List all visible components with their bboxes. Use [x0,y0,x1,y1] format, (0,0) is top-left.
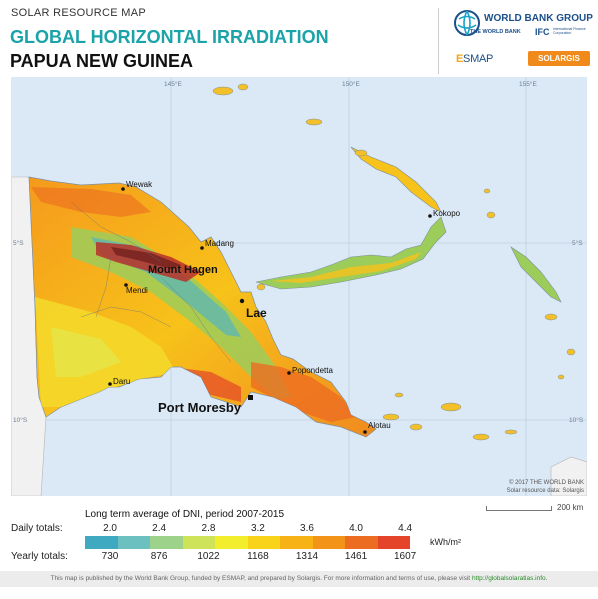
color-swatch [247,536,280,549]
daily-tick: 4.4 [398,523,413,534]
city-label-kokopo: Kokopo [433,209,461,218]
map-title: GLOBAL HORIZONTAL IRRADIATION [10,27,329,47]
city-label-mendi: Mendi [126,286,148,295]
yearly-tick: 1461 [344,551,368,562]
ifc-logo-subtitle: International Finance Corporation [553,27,586,35]
city-markers [108,187,432,434]
lat-label-10s-left: 10°S [13,416,28,424]
copyright-credit: © 2017 THE WORLD BANK [509,480,584,486]
city-label-port-moresby: Port Moresby [158,400,242,415]
daily-tick: 3.6 [300,523,314,534]
footer-text: This map is published by the World Bank … [50,575,471,582]
city-marker-port-moresby [248,395,253,400]
yearly-tick: 1607 [394,551,417,562]
bougainville-island [510,246,562,303]
daily-tick: 2.0 [103,523,117,534]
city-label-mount-hagen: Mount Hagen [148,264,218,276]
solargis-logo: SOLARGIS [528,51,590,66]
daily-tick: 4.0 [349,523,363,534]
country-name: PAPUA NEW GUINEA [10,51,194,71]
city-label-wewak: Wewak [126,180,153,189]
daily-totals-label: Daily totals: [11,523,63,534]
solar-map: 145°E 150°E 155°E 5°S 5°S 10°S 10°S Wewa… [11,77,587,496]
color-swatch [182,536,215,549]
map-kicker: SOLAR RESOURCE MAP [11,7,146,19]
city-marker-alotau [363,430,367,434]
small-islands [212,83,576,441]
footer: This map is published by the World Bank … [0,571,598,587]
city-marker-wewak [121,187,125,191]
logo-divider [438,8,439,74]
world-bank-logo: THE WORLD BANK [470,29,521,35]
color-swatch [215,536,248,549]
australia-land [550,456,587,496]
yearly-tick: 1168 [247,551,269,562]
daily-tick: 2.4 [152,523,167,534]
color-swatch [280,536,313,549]
color-swatch [150,536,183,549]
legend-unit: kWh/m² [430,537,461,547]
atlas-link[interactable]: http://globalsolaratlas.info [471,575,546,582]
province-boundaries [70,201,232,363]
yearly-tick: 730 [101,551,119,562]
color-swatch [85,536,118,549]
data-source-credit: Solar resource data: Solargis [506,488,584,494]
daily-tick: 3.2 [250,523,265,534]
world-bank-globe-icon [454,10,480,36]
city-marker-daru [108,382,112,386]
color-swatch [312,536,345,549]
color-swatch [377,536,410,549]
scale-bar [486,506,552,511]
yearly-tick-row: 730 876 1022 1168 1314 1461 1607 [85,551,417,563]
city-label-daru: Daru [113,377,130,386]
lat-label-10s-right: 10°S [569,416,584,424]
yearly-tick: 1314 [295,551,319,562]
city-marker-popondetta [287,371,291,375]
city-marker-kokopo [428,214,432,218]
city-marker-madang [200,246,204,250]
yearly-totals-label: Yearly totals: [11,551,68,562]
esmap-logo: ESMAP [456,53,494,65]
daily-tick-row: 2.0 2.4 2.8 3.2 3.6 4.0 4.4 [85,523,413,535]
city-marker-lae [239,298,245,304]
city-label-madang: Madang [205,239,234,248]
legend-colorbar [85,536,410,549]
new-ireland-island [350,146,442,213]
city-label-popondetta: Popondetta [292,366,333,375]
lon-label-145: 145°E [164,80,182,88]
daily-tick: 2.8 [201,523,216,534]
lat-label-5s-left: 5°S [13,239,24,247]
yearly-tick: 876 [150,551,168,562]
scale-bar-label: 200 km [557,503,584,512]
lon-label-155: 155°E [519,80,537,88]
lat-label-5s-right: 5°S [572,239,583,247]
color-swatch [117,536,150,549]
yearly-tick: 1022 [197,551,220,562]
lon-label-150: 150°E [342,80,360,88]
city-marker-mendi [124,283,128,287]
city-label-alotau: Alotau [368,421,391,430]
color-swatch [345,536,378,549]
ifc-logo: IFC [535,27,550,37]
world-bank-group-logo: WORLD BANK GROUP [484,13,593,24]
city-label-lae: Lae [246,306,267,320]
legend-title: Long term average of DNI, period 2007-20… [85,509,285,520]
